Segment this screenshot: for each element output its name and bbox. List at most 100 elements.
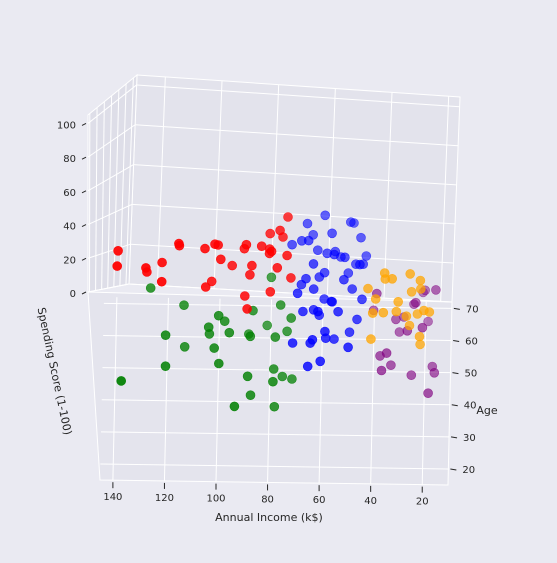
data-point-series-3 bbox=[180, 342, 189, 351]
y-tick-label: 140 bbox=[103, 492, 122, 503]
data-point-series-1 bbox=[315, 273, 324, 282]
data-point-series-3 bbox=[246, 332, 255, 341]
data-point-series-5 bbox=[431, 285, 440, 294]
data-point-series-2 bbox=[286, 273, 295, 282]
data-point-series-1 bbox=[288, 240, 297, 249]
z-tick-label: 80 bbox=[63, 154, 76, 165]
x-tick-label: 40 bbox=[464, 401, 477, 412]
data-point-series-2 bbox=[114, 246, 123, 255]
data-point-series-5 bbox=[424, 389, 433, 398]
z-tick-label: 20 bbox=[63, 255, 76, 266]
data-point-series-4 bbox=[416, 276, 425, 285]
data-point-series-2 bbox=[242, 240, 251, 249]
data-point-series-2 bbox=[283, 251, 292, 260]
x-tick-label: 20 bbox=[462, 465, 475, 476]
data-point-series-1 bbox=[330, 335, 339, 344]
data-point-series-4 bbox=[364, 284, 373, 293]
data-point-series-1 bbox=[308, 335, 317, 344]
data-point-series-2 bbox=[247, 261, 256, 270]
y-tick-label: 120 bbox=[155, 493, 174, 504]
data-point-series-2 bbox=[276, 226, 285, 235]
data-point-series-1 bbox=[320, 327, 329, 336]
data-point-series-1 bbox=[345, 328, 354, 337]
data-point-series-4 bbox=[402, 312, 411, 321]
data-point-series-2 bbox=[245, 270, 254, 279]
data-point-series-3 bbox=[214, 311, 223, 320]
data-point-series-4 bbox=[416, 285, 425, 294]
z-tick-label: 100 bbox=[57, 120, 76, 131]
data-point-series-3 bbox=[287, 314, 296, 323]
data-point-series-2 bbox=[266, 287, 275, 296]
data-point-series-5 bbox=[418, 323, 427, 332]
data-point-series-4 bbox=[406, 269, 415, 278]
data-point-series-1 bbox=[339, 275, 348, 284]
y-tick-label: 100 bbox=[206, 494, 225, 505]
data-point-series-3 bbox=[161, 362, 170, 371]
data-point-series-3 bbox=[146, 284, 155, 293]
data-point-series-5 bbox=[386, 361, 395, 370]
data-point-series-3 bbox=[210, 344, 219, 353]
data-point-series-1 bbox=[321, 211, 330, 220]
data-point-series-3 bbox=[287, 375, 296, 384]
y-tick-label: 40 bbox=[364, 496, 377, 507]
data-point-series-1 bbox=[357, 233, 366, 242]
data-point-series-2 bbox=[267, 247, 276, 256]
x-tick-label: 30 bbox=[463, 433, 476, 444]
data-point-series-1 bbox=[309, 259, 318, 268]
x-tick-label: 70 bbox=[466, 304, 479, 315]
data-point-series-1 bbox=[316, 357, 325, 366]
data-point-series-1 bbox=[313, 307, 322, 316]
data-point-series-3 bbox=[225, 328, 234, 337]
y-tick-label: 80 bbox=[261, 494, 274, 505]
data-point-series-3 bbox=[267, 273, 276, 282]
data-point-series-1 bbox=[348, 285, 357, 294]
data-point-series-3 bbox=[243, 372, 252, 381]
data-point-series-4 bbox=[394, 297, 403, 306]
data-point-series-3 bbox=[268, 377, 277, 386]
data-point-series-4 bbox=[379, 308, 388, 317]
x-axis-label: Age bbox=[476, 404, 498, 417]
z-tick-label: 60 bbox=[63, 188, 76, 199]
data-point-series-1 bbox=[302, 274, 311, 283]
y-tick-label: 60 bbox=[313, 495, 326, 506]
data-point-series-3 bbox=[263, 321, 272, 330]
data-point-series-5 bbox=[382, 349, 391, 358]
x-tick-label: 50 bbox=[464, 369, 477, 380]
data-point-series-3 bbox=[180, 301, 189, 310]
data-point-series-4 bbox=[366, 335, 375, 344]
data-point-series-1 bbox=[355, 260, 364, 269]
data-point-series-3 bbox=[204, 323, 213, 332]
data-point-series-2 bbox=[113, 262, 122, 271]
data-point-series-2 bbox=[266, 229, 275, 238]
data-point-series-1 bbox=[340, 253, 349, 262]
back-pane bbox=[129, 75, 460, 302]
data-point-series-2 bbox=[273, 263, 282, 272]
data-point-series-1 bbox=[293, 289, 302, 298]
data-point-series-1 bbox=[313, 246, 322, 255]
data-point-series-2 bbox=[216, 255, 225, 264]
data-point-series-1 bbox=[353, 315, 362, 324]
data-point-series-3 bbox=[271, 333, 280, 342]
data-point-series-3 bbox=[270, 402, 279, 411]
data-point-series-4 bbox=[405, 321, 414, 330]
data-point-series-2 bbox=[284, 213, 293, 222]
data-point-series-4 bbox=[368, 309, 377, 318]
data-point-series-1 bbox=[330, 250, 339, 259]
data-point-series-2 bbox=[228, 261, 237, 270]
data-point-series-3 bbox=[230, 402, 239, 411]
data-point-series-1 bbox=[303, 219, 312, 228]
data-point-series-5 bbox=[430, 368, 439, 377]
data-point-series-4 bbox=[419, 306, 428, 315]
data-point-series-1 bbox=[309, 285, 318, 294]
data-point-series-3 bbox=[246, 391, 255, 400]
data-point-series-5 bbox=[407, 371, 416, 380]
y-axis-label: Annual Income (k$) bbox=[215, 511, 323, 524]
z-tick-label: 40 bbox=[63, 222, 76, 233]
data-point-series-2 bbox=[257, 242, 266, 251]
data-point-series-3 bbox=[278, 372, 287, 381]
data-point-series-2 bbox=[211, 240, 220, 249]
data-point-series-5 bbox=[411, 298, 420, 307]
data-point-series-2 bbox=[201, 244, 210, 253]
z-tick-label: 0 bbox=[70, 289, 76, 300]
